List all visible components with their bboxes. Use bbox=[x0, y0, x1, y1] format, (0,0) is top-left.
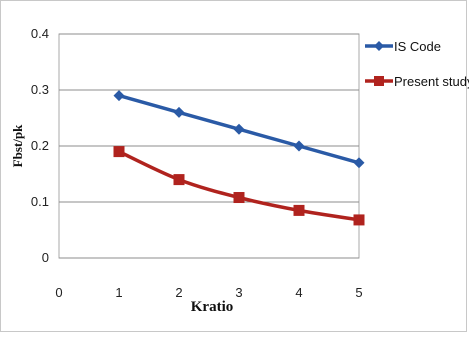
data-point-1-2 bbox=[233, 192, 245, 204]
legend-marker bbox=[374, 76, 384, 86]
data-point-0-3 bbox=[293, 140, 305, 152]
data-point-1-1 bbox=[173, 174, 185, 186]
x-tick-label: 3 bbox=[235, 285, 242, 300]
x-tick-labels: 0 1 2 3 4 5 bbox=[55, 285, 362, 300]
legend: IS Code Present study bbox=[365, 39, 469, 89]
x-tick-label: 0 bbox=[55, 285, 62, 300]
data-point-0-2 bbox=[233, 123, 245, 135]
y-tick-label: 0.1 bbox=[31, 194, 49, 209]
x-axis-label: Kratio bbox=[191, 299, 234, 315]
data-point-1-4 bbox=[353, 214, 365, 226]
data-point-0-0 bbox=[113, 90, 125, 102]
x-tick-label: 4 bbox=[295, 285, 302, 300]
series-1 bbox=[113, 146, 365, 226]
y-tick-label: 0.3 bbox=[31, 82, 49, 97]
legend-label: Present study bbox=[394, 74, 469, 89]
legend-label: IS Code bbox=[394, 39, 441, 54]
legend-marker bbox=[374, 41, 384, 51]
data-point-0-1 bbox=[173, 106, 185, 118]
y-tick-label: 0.4 bbox=[31, 26, 49, 41]
y-axis-label: Fbst/pk bbox=[10, 124, 25, 167]
data-point-0-4 bbox=[353, 157, 365, 169]
y-tick-label: 0 bbox=[42, 250, 49, 265]
x-tick-label: 5 bbox=[355, 285, 362, 300]
data-point-1-0 bbox=[113, 146, 125, 158]
x-tick-label: 2 bbox=[175, 285, 182, 300]
y-tick-label: 0.2 bbox=[31, 138, 49, 153]
gridlines bbox=[59, 33, 359, 259]
series-0 bbox=[113, 90, 365, 169]
legend-item-0: IS Code bbox=[365, 39, 441, 54]
series-group bbox=[113, 90, 365, 226]
x-tick-label: 1 bbox=[115, 285, 122, 300]
data-point-1-3 bbox=[293, 204, 305, 216]
legend-item-1: Present study bbox=[365, 74, 469, 89]
y-tick-labels: 0 0.1 0.2 0.3 0.4 bbox=[31, 26, 49, 265]
